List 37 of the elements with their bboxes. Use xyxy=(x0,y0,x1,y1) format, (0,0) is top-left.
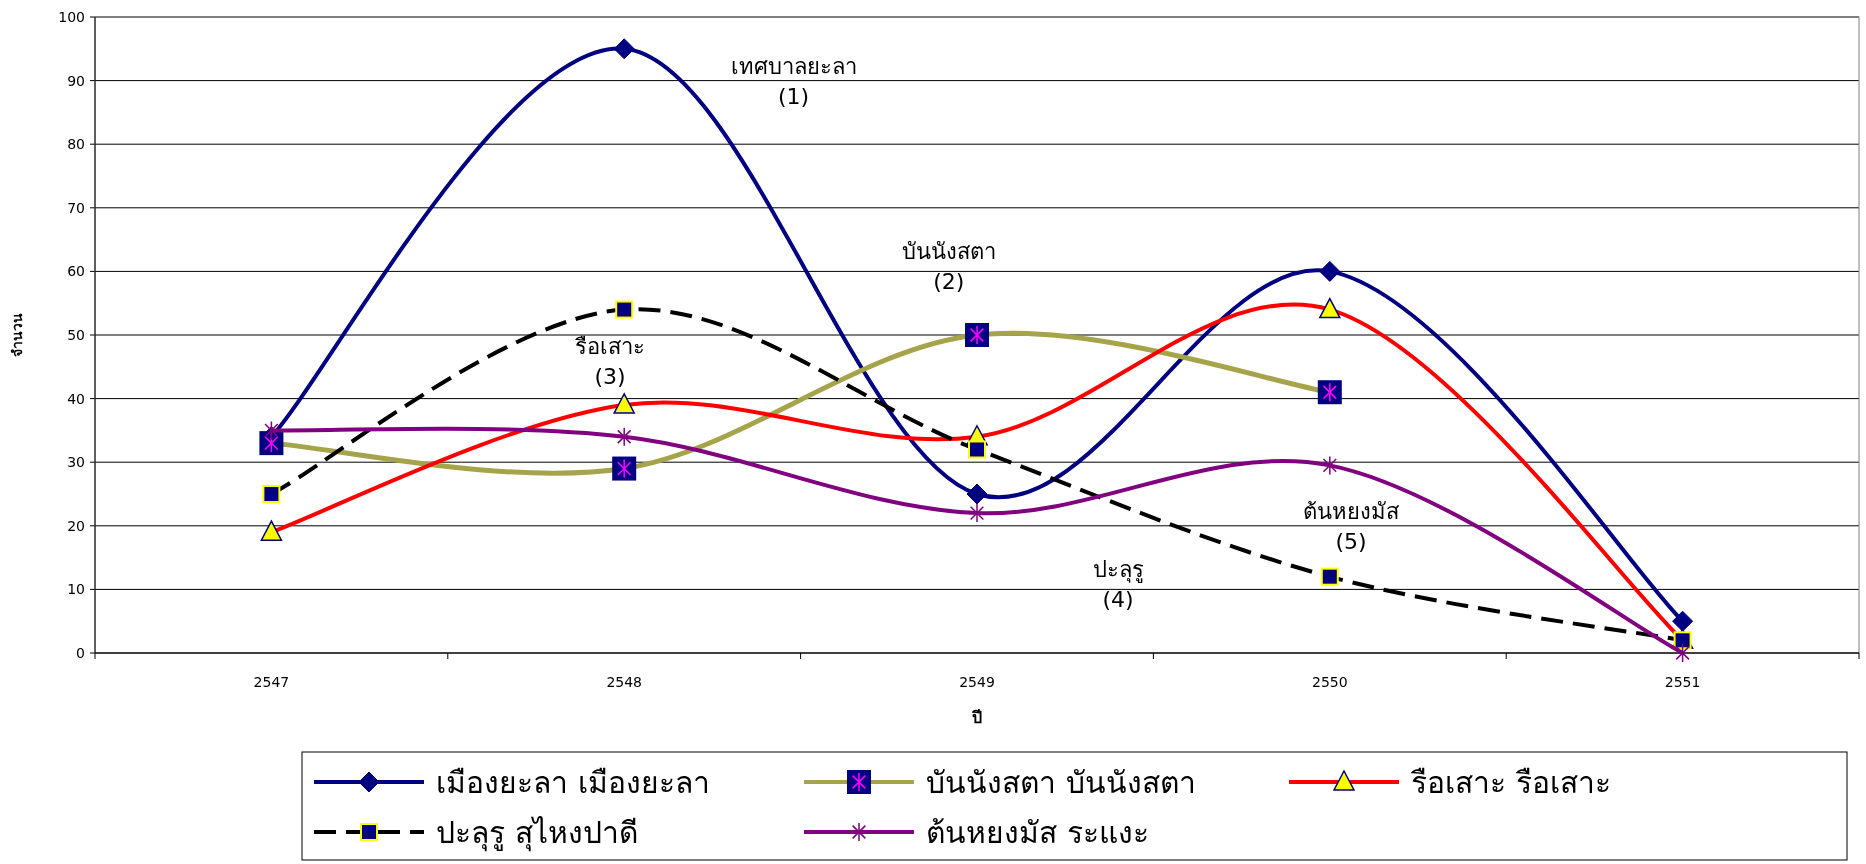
point xyxy=(617,427,632,447)
point xyxy=(1672,610,1694,632)
legend-label: ปะลุรู สุไหงปาดี xyxy=(436,815,638,852)
x-tick-label: 2551 xyxy=(1664,674,1701,690)
annotation: รือเสาะ (3) xyxy=(575,334,646,390)
point xyxy=(613,38,635,60)
x-tick-label: 2549 xyxy=(959,674,995,690)
y-tick-label: 80 xyxy=(67,136,85,153)
annotation: เทศบาลยะลา (1) xyxy=(730,54,857,110)
y-tick-label: 100 xyxy=(58,9,85,25)
legend-label: บันนังสตา บันนังสตา xyxy=(926,765,1196,800)
legend-label: ต้นหยงมัส ระแงะ xyxy=(926,815,1149,850)
y-tick-label: 60 xyxy=(67,263,85,280)
point xyxy=(264,420,279,441)
x-axis-title: ปี xyxy=(971,708,982,727)
x-tick-label: 2550 xyxy=(1311,674,1348,690)
x-tick-label: 2547 xyxy=(253,674,290,690)
y-tick-label: 10 xyxy=(67,581,85,598)
y-tick-label: 50 xyxy=(67,327,85,343)
point xyxy=(966,483,988,505)
point xyxy=(1322,455,1337,476)
point xyxy=(1319,260,1341,282)
annotation: ต้นหยงมัส (5) xyxy=(1302,499,1400,555)
y-tick-label: 70 xyxy=(67,199,85,216)
point xyxy=(969,503,985,523)
point xyxy=(1675,643,1690,663)
y-tick-label: 90 xyxy=(67,72,85,89)
y-tick-label: 40 xyxy=(67,390,85,407)
y-tick-label: 0 xyxy=(76,645,85,661)
legend-label: รือเสาะ รือเสาะ xyxy=(1410,765,1611,800)
y-tick-label: 20 xyxy=(67,517,85,534)
y-axis-title: จำนวน xyxy=(9,313,25,357)
annotation: ปะลุรู (4) xyxy=(1092,556,1144,612)
x-tick-label: 2548 xyxy=(606,674,643,690)
annotation: บันนังสตา (2) xyxy=(901,238,996,294)
legend-label: เมืองยะลา เมืองยะลา xyxy=(436,765,710,800)
y-tick-label: 30 xyxy=(67,454,85,471)
